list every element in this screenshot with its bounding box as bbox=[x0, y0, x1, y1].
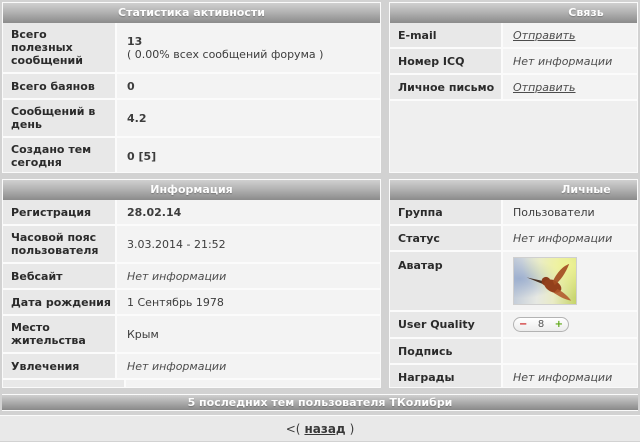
table-row: Награды Нет информации bbox=[390, 365, 637, 387]
personal-label-avatar: Аватар bbox=[390, 252, 503, 310]
personal-data-header: Личные данные bbox=[390, 180, 637, 216]
table-row: Половая принадлежность Мужчина bbox=[3, 380, 380, 387]
personal-label-user-quality: User Quality bbox=[390, 312, 503, 337]
info-label-birthdate: Дата рождения bbox=[3, 290, 117, 314]
contact-panel: Связь E-mail Отправить Номер ICQ Нет инф… bbox=[389, 2, 638, 173]
table-row: Аватар bbox=[390, 252, 637, 312]
contact-label-icq: Номер ICQ bbox=[390, 49, 503, 73]
information-panel: Информация Регистрация 28.02.14 Часовой … bbox=[2, 179, 381, 388]
table-row: Сообщений в день 4.2 bbox=[3, 100, 380, 138]
table-row: Регистрация 28.02.14 bbox=[3, 200, 380, 226]
icq-value: Нет информации bbox=[503, 49, 637, 73]
stat-value-topics-today: 0 [5] bbox=[117, 138, 380, 172]
contact-header: Связь bbox=[390, 3, 637, 23]
information-header: Информация bbox=[3, 180, 380, 200]
table-row: Всего полезных сообщений 13 ( 0.00% всех… bbox=[3, 23, 380, 74]
top-panels-row: Статистика активности Всего полезных соо… bbox=[0, 2, 640, 173]
personal-data-panel: Личные данные Группа Пользователи Статус… bbox=[389, 179, 638, 388]
user-quality-widget: − 8 + bbox=[513, 317, 569, 332]
quality-value: 8 bbox=[537, 319, 545, 330]
table-row: Группа Пользователи bbox=[390, 200, 637, 226]
info-label-gender: Половая принадлежность bbox=[3, 380, 126, 387]
stat-value-posts-per-day: 4.2 bbox=[117, 100, 380, 136]
personal-label-group: Группа bbox=[390, 200, 503, 224]
registration-date: 28.02.14 bbox=[117, 200, 380, 224]
status-value: Нет информации bbox=[503, 226, 637, 250]
back-prefix: <( bbox=[285, 421, 301, 436]
awards-value: Нет информации bbox=[503, 365, 637, 387]
bottom-panels-row: Информация Регистрация 28.02.14 Часовой … bbox=[0, 179, 640, 388]
latest-topics-header: 5 последних тем пользователя ТКолибри bbox=[2, 394, 638, 411]
info-label-interests: Увлечения bbox=[3, 354, 117, 378]
personal-label-signature: Подпись bbox=[390, 339, 503, 363]
location-value: Крым bbox=[117, 316, 380, 352]
stat-note-useful-posts: ( 0.00% всех сообщений форума ) bbox=[127, 47, 324, 61]
birthdate-value: 1 Сентябрь 1978 bbox=[117, 290, 380, 314]
table-row: Номер ICQ Нет информации bbox=[390, 49, 637, 75]
table-row: Личное письмо Отправить bbox=[390, 75, 637, 101]
stat-value-bayans: 0 bbox=[117, 74, 380, 98]
quality-plus-button[interactable]: + bbox=[554, 319, 563, 330]
table-row: Статус Нет информации bbox=[390, 226, 637, 252]
stat-label-useful-posts: Всего полезных сообщений bbox=[3, 23, 117, 72]
hummingbird-image bbox=[526, 263, 572, 301]
avatar bbox=[513, 257, 577, 305]
footer-bar: <( назад ) bbox=[0, 415, 640, 441]
contact-label-pm: Личное письмо bbox=[390, 75, 503, 99]
back-link[interactable]: назад bbox=[304, 421, 346, 436]
personal-label-awards: Награды bbox=[390, 365, 503, 387]
stat-label-posts-per-day: Сообщений в день bbox=[3, 100, 117, 136]
stat-label-bayans: Всего баянов bbox=[3, 74, 117, 98]
table-row: Часовой пояс пользователя 3.03.2014 - 21… bbox=[3, 226, 380, 264]
website-value: Нет информации bbox=[117, 264, 380, 288]
activity-stats-panel: Статистика активности Всего полезных соо… bbox=[2, 2, 381, 173]
info-label-registration: Регистрация bbox=[3, 200, 117, 224]
interests-value: Нет информации bbox=[117, 354, 380, 378]
table-row: Дата рождения 1 Сентябрь 1978 bbox=[3, 290, 380, 316]
personal-label-status: Статус bbox=[390, 226, 503, 250]
table-row: Создано тем сегодня 0 [5] bbox=[3, 138, 380, 172]
activity-stats-header: Статистика активности bbox=[3, 3, 380, 23]
table-row: Всего баянов 0 bbox=[3, 74, 380, 100]
table-row: E-mail Отправить bbox=[390, 23, 637, 49]
timezone-value: 3.03.2014 - 21:52 bbox=[117, 226, 380, 262]
info-label-timezone: Часовой пояс пользователя bbox=[3, 226, 117, 262]
table-row: Место жительства Крым bbox=[3, 316, 380, 354]
stat-label-topics-today: Создано тем сегодня bbox=[3, 138, 117, 172]
table-row: User Quality − 8 + bbox=[390, 312, 637, 339]
panel-filler bbox=[390, 101, 637, 172]
signature-value bbox=[503, 339, 637, 363]
gender-value: Мужчина bbox=[125, 380, 380, 387]
send-email-link[interactable]: Отправить bbox=[513, 28, 576, 42]
group-value: Пользователи bbox=[503, 200, 637, 224]
info-label-website: Вебсайт bbox=[3, 264, 117, 288]
table-row: Подпись bbox=[390, 339, 637, 365]
info-label-location: Место жительства bbox=[3, 316, 117, 352]
table-row: Вебсайт Нет информации bbox=[3, 264, 380, 290]
table-row: Увлечения Нет информации bbox=[3, 354, 380, 380]
back-suffix: ) bbox=[349, 421, 355, 436]
contact-label-email: E-mail bbox=[390, 23, 503, 47]
send-pm-link[interactable]: Отправить bbox=[513, 80, 576, 94]
stat-value-useful-posts: 13 bbox=[127, 34, 143, 48]
quality-minus-button[interactable]: − bbox=[519, 319, 528, 330]
